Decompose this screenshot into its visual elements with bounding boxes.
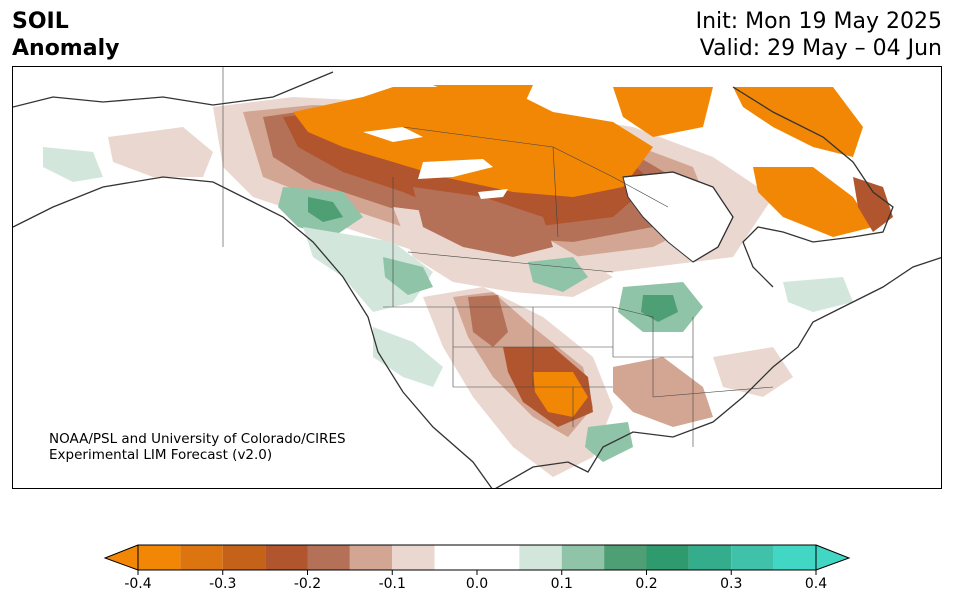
colorbar-segment [561,545,605,570]
colorbar-over-arrow [816,545,849,570]
anomaly-region-pacific-nw [303,227,433,312]
colorbar-segment [349,545,393,570]
anomaly-region-northern-plains [528,257,588,292]
colorbar-segment [392,545,435,570]
arctic-lake-2 [418,159,493,179]
colorbar-segment [265,545,308,570]
colorbar-tick-label: -0.4 [124,576,152,592]
coastline [13,71,941,488]
colorbar-segment [180,545,223,570]
anomaly-region-northeast [783,277,853,312]
colorbar-tick-label: 0.2 [635,576,658,592]
init-date: Init: Mon 19 May 2025 [695,9,942,34]
colorbar-under-outline [103,544,139,571]
quantity-label: Anomaly [12,36,120,61]
anomaly-region-alaska [43,147,103,182]
anomaly-region-colorado [468,295,508,347]
anomaly-region-quebec [733,87,873,237]
colorbar-tick-label: 0.4 [804,576,828,592]
anomaly-region-arctic-islands [433,85,713,137]
anomaly-region-gulf [585,422,633,462]
variable-label: SOIL [12,9,69,34]
anomaly-region-southeast [613,357,713,427]
state-borders [222,67,774,447]
anomaly-region-pacific-nw-mid [383,257,433,295]
anomaly-region-california [373,327,443,387]
forecast-dates: Init: Mon 19 May 2025 Valid: 29 May – 04… [696,8,942,62]
colorbar-segment [731,545,774,570]
anomaly-region-prairies-dark [413,187,553,257]
arctic-lake-3 [478,189,508,199]
colorbar-over-outline [815,544,851,571]
colorbar-tick-label: 0.1 [550,576,573,592]
anomaly-region-midatlantic [713,347,793,397]
colorbar-segment [688,545,732,570]
credit-line-1: NOAA/PSL and University of Colorado/CIRE… [49,431,346,447]
credit-line-2: Experimental LIM Forecast (v2.0) [49,447,273,463]
colorbar-segment [773,545,816,570]
anomaly-region-arctic-core [293,87,653,197]
colorbar-ticks [137,570,817,575]
colorbar-tick-label: -0.3 [209,576,237,592]
colorbar-segment [434,545,520,570]
anomaly-region-great-lakes-core [641,295,678,322]
anomaly-map [12,66,942,489]
colorbar-tick-label: 0.0 [465,576,489,592]
map-canvas [13,67,941,488]
colorbar-segments [138,545,816,570]
colorbar-segment [519,545,562,570]
colorbar-under-arrow [105,545,138,570]
colorbar-segment [604,545,647,570]
anomaly-region-bc-coast-core [308,197,343,222]
colorbar-segment [646,545,689,570]
credit-text: NOAA/PSL and University of Colorado/CIRE… [49,431,346,463]
valid-range: Valid: 29 May – 04 Jun [699,36,942,61]
anomaly-region-oklahoma-core [533,372,588,417]
anomaly-region-alaska-light-brown [108,127,213,177]
colorbar-tick-label: -0.2 [293,576,322,592]
colorbar-segment [307,545,350,570]
arctic-lake-1 [363,127,423,142]
anomaly-region-quebec-edge [853,177,893,232]
colorbar-segment [222,545,266,570]
colorbar [103,544,851,575]
colorbar-tick-label: 0.3 [720,576,743,592]
map-title: SOIL Anomaly [12,8,119,62]
colorbar-tick-label: -0.1 [378,576,406,592]
colorbar-segment [138,545,181,570]
